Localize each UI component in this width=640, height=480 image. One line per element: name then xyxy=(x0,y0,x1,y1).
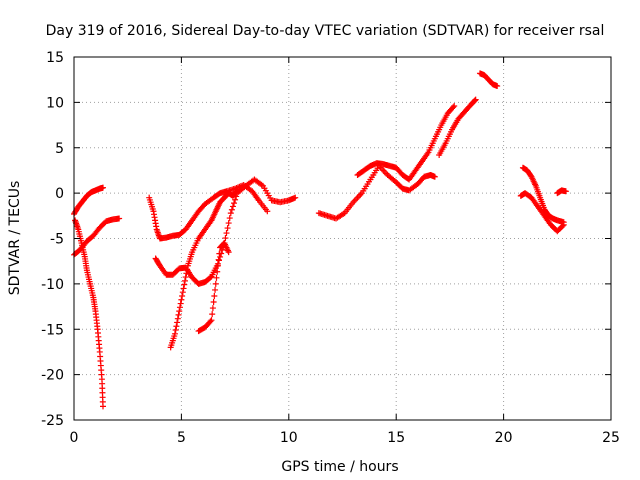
grid xyxy=(74,57,611,420)
data-point xyxy=(212,280,219,287)
x-tick-label: 0 xyxy=(70,430,79,446)
data-point xyxy=(216,250,223,257)
x-tick-label: 10 xyxy=(280,430,298,446)
data-point xyxy=(229,203,236,210)
data-point xyxy=(232,196,239,203)
data-point xyxy=(179,289,186,296)
data-point xyxy=(183,270,190,277)
data-point xyxy=(181,277,188,284)
y-tick-label: -5 xyxy=(50,232,64,248)
x-axis-label: GPS time / hours xyxy=(281,459,398,475)
data-point xyxy=(171,330,178,337)
data-point xyxy=(175,311,182,318)
data-point xyxy=(451,103,458,110)
data-point xyxy=(223,230,230,237)
data-point xyxy=(222,235,229,242)
data-point xyxy=(172,327,179,334)
data-point xyxy=(233,188,240,195)
y-axis-label: SDTVAR / TECUs xyxy=(7,181,23,296)
y-tick-label: 15 xyxy=(46,50,64,66)
y-tick-label: 10 xyxy=(46,95,64,111)
data-point xyxy=(472,96,479,103)
data-point xyxy=(226,215,233,222)
y-tick-label: -20 xyxy=(41,368,64,384)
data-series xyxy=(354,103,458,183)
data-point xyxy=(179,292,186,299)
data-point xyxy=(207,274,214,281)
data-point xyxy=(471,97,478,104)
data-series xyxy=(167,187,241,351)
y-tick-label: 0 xyxy=(55,186,64,202)
data-point xyxy=(177,300,184,307)
data-point xyxy=(209,305,216,312)
y-tick-label: -15 xyxy=(41,322,64,338)
data-series xyxy=(195,240,232,335)
data-series xyxy=(519,164,567,226)
data-series xyxy=(146,181,271,242)
data-point xyxy=(212,286,219,293)
data-point xyxy=(431,173,438,180)
data-point xyxy=(214,262,221,269)
data-point xyxy=(116,215,123,222)
data-point xyxy=(210,299,217,306)
data-point xyxy=(178,296,185,303)
data-point xyxy=(173,323,180,330)
data-series xyxy=(436,96,479,159)
data-series xyxy=(554,187,569,197)
data-point xyxy=(180,285,187,292)
data-point xyxy=(215,256,222,263)
data-point xyxy=(225,249,232,256)
data-series xyxy=(476,70,501,90)
data-point xyxy=(174,319,181,326)
data-point xyxy=(214,268,221,275)
data-point xyxy=(99,184,106,191)
y-tick-label: -25 xyxy=(41,413,64,429)
data-point xyxy=(213,274,220,281)
data-point xyxy=(562,188,569,195)
y-tick-label: 5 xyxy=(55,141,64,157)
data-point xyxy=(208,317,215,324)
chart-title: Day 319 of 2016, Sidereal Day-to-day VTE… xyxy=(46,23,605,39)
data-point xyxy=(181,281,188,288)
data-point xyxy=(99,403,106,410)
data-point xyxy=(209,311,216,318)
data-point xyxy=(231,200,238,207)
data-point xyxy=(174,315,181,322)
data-point xyxy=(227,210,234,217)
data-point xyxy=(450,104,457,111)
x-tick-label: 20 xyxy=(495,430,513,446)
data-point xyxy=(184,266,191,273)
data-point xyxy=(207,318,214,325)
data-point xyxy=(225,220,232,227)
data-point xyxy=(234,187,241,194)
data-point xyxy=(176,304,183,311)
data-point xyxy=(292,194,299,201)
data-point xyxy=(494,83,501,90)
data-point xyxy=(264,208,271,215)
data-point xyxy=(228,206,235,213)
data-point xyxy=(176,308,183,315)
data-point xyxy=(224,225,231,232)
x-tick-label: 5 xyxy=(177,430,186,446)
data-point xyxy=(211,292,218,299)
data-point xyxy=(560,219,567,226)
data-point xyxy=(182,274,189,281)
x-tick-label: 15 xyxy=(387,430,405,446)
ticks: 0 5 10 15 20 25 -25 -20 -15 -10 -5 0 5 10 15 xyxy=(41,50,620,446)
y-tick-label: -10 xyxy=(41,277,64,293)
x-tick-label: 25 xyxy=(602,430,620,446)
data-series xyxy=(315,162,438,222)
